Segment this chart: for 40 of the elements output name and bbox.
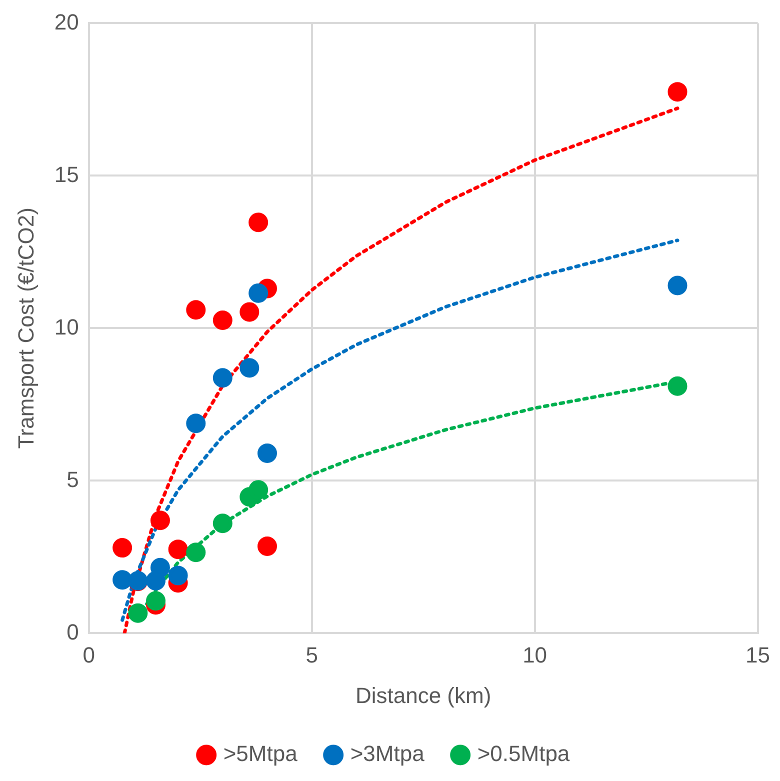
point: [668, 82, 688, 102]
point: [186, 300, 206, 320]
y-tick-label: 10: [54, 314, 79, 340]
legend-label: >3Mtpa: [350, 741, 426, 766]
point: [168, 540, 188, 560]
y-tick-label: 5: [66, 466, 79, 492]
point: [248, 283, 268, 303]
y-tick-label: 0: [66, 619, 79, 644]
point: [212, 310, 232, 330]
legend-label: >0.5Mtpa: [477, 741, 570, 766]
y-tick-label: 20: [54, 9, 79, 34]
point: [186, 542, 206, 562]
point: [257, 444, 277, 463]
point: [212, 514, 232, 534]
point: [248, 212, 268, 232]
point: [240, 358, 260, 378]
point: [240, 302, 260, 322]
x-tick-label: 5: [306, 642, 318, 668]
point: [668, 376, 688, 396]
point: [112, 570, 132, 590]
point: [186, 414, 206, 434]
x-axis-title: Distance (km): [355, 682, 492, 708]
point: [150, 558, 170, 578]
point: [146, 591, 166, 611]
point: [257, 536, 277, 556]
legend-label: >5Mtpa: [223, 741, 298, 766]
point: [168, 566, 188, 586]
x-tick-label: 15: [746, 642, 770, 668]
line-series: [122, 106, 680, 634]
point: [212, 368, 232, 388]
y-axis-title: Tramsport Cost (€/tCO2): [13, 208, 38, 449]
point: [248, 480, 268, 500]
point: [150, 510, 170, 530]
x-tick-label: 0: [82, 642, 95, 668]
line-series: [120, 238, 680, 622]
point: [112, 538, 132, 558]
x-tick-label: 10: [522, 642, 548, 668]
point: [128, 603, 148, 623]
point: [668, 276, 688, 296]
y-tick-label: 15: [54, 162, 79, 187]
